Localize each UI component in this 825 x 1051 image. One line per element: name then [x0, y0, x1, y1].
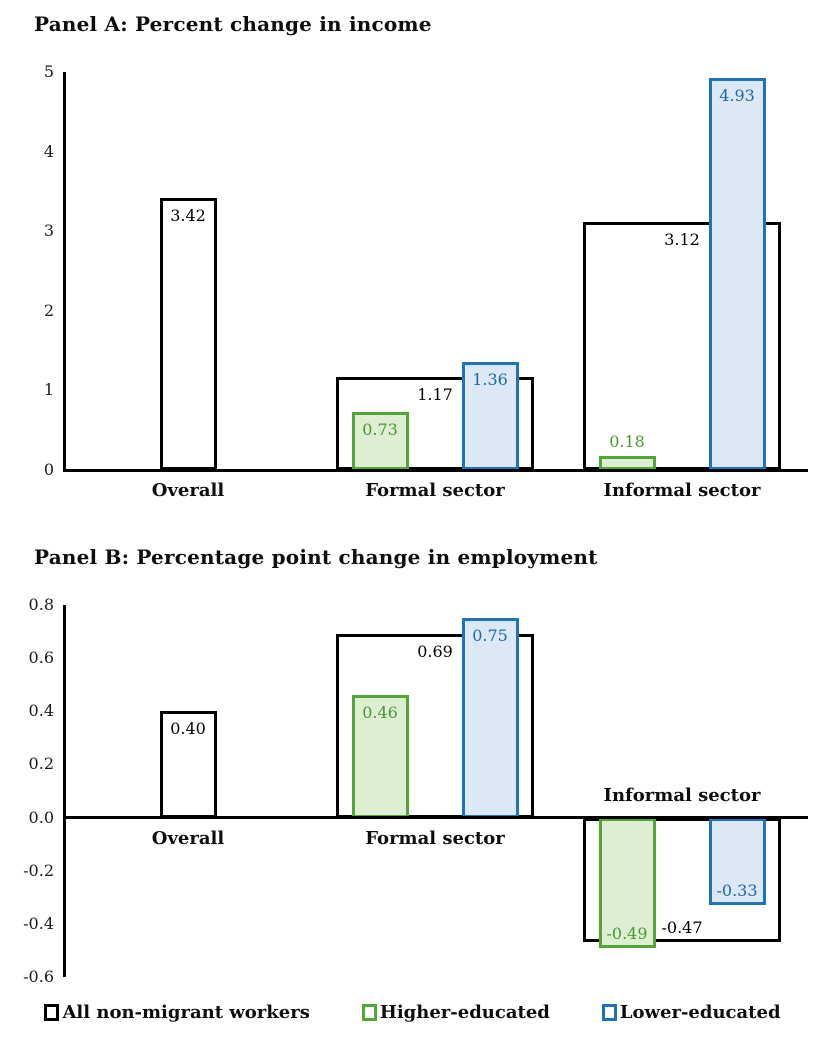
legend-item-lower: Lower-educated [601, 1002, 781, 1023]
value-label-informal-sector-higher: 0.18 [609, 431, 645, 451]
category-label-overall: Overall [151, 827, 225, 849]
y-tick-label: 4 [43, 141, 54, 161]
y-tick-label: -0.6 [23, 967, 54, 986]
y-tick-label: 5 [43, 62, 54, 81]
bar-formal-sector-lower [461, 361, 519, 470]
y-tick-label: 0.4 [28, 701, 54, 721]
value-label-informal-sector-all: -0.47 [661, 918, 703, 938]
legend-label-all: All non-migrant workers [62, 1002, 310, 1023]
category-label-informal-sector: Informal sector [603, 784, 761, 806]
category-label-overall: Overall [151, 480, 225, 501]
legend-label-higher: Higher-educated [379, 1002, 550, 1023]
bar-informal-sector-lower [708, 77, 766, 470]
value-label-informal-sector-higher: -0.49 [606, 923, 648, 943]
y-tick-label: 0 [43, 460, 54, 479]
bar-formal-sector-higher [351, 411, 409, 470]
y-tick-label: -0.4 [23, 913, 54, 933]
bar-formal-sector-lower [461, 618, 519, 818]
value-label-overall-all: 0.40 [170, 719, 206, 739]
y-tick-label: 0.0 [28, 807, 54, 827]
y-tick-label: 0.8 [28, 595, 54, 614]
bar-informal-sector-lower [708, 817, 766, 906]
panel-b-title: Panel B: Percentage point change in empl… [34, 545, 598, 569]
x-axis-line [62, 468, 808, 472]
value-label-informal-sector-lower: 4.93 [719, 85, 755, 105]
category-label-formal-sector: Formal sector [365, 480, 505, 501]
legend: All non-migrant workers Higher-educated … [0, 1002, 825, 1023]
y-axis-line [62, 605, 66, 977]
category-label-formal-sector: Formal sector [365, 827, 505, 849]
value-label-informal-sector-all: 3.12 [664, 229, 700, 249]
category-label-informal-sector: Informal sector [603, 480, 761, 501]
higher-educated-swatch-icon [361, 1004, 377, 1021]
bar-informal-sector-higher [598, 455, 656, 470]
y-tick-label: 2 [43, 300, 54, 320]
value-label-formal-sector-all: 1.17 [417, 384, 453, 404]
legend-item-higher: Higher-educated [361, 1002, 550, 1023]
value-label-formal-sector-higher: 0.46 [362, 703, 398, 723]
bar-overall-all [159, 711, 217, 818]
value-label-formal-sector-all: 0.69 [417, 642, 453, 662]
bar-formal-sector-higher [351, 695, 409, 818]
lower-educated-swatch-icon [601, 1004, 617, 1021]
value-label-overall-all: 3.42 [170, 205, 206, 225]
bar-informal-sector-higher [598, 817, 656, 948]
value-label-formal-sector-higher: 0.73 [362, 419, 398, 439]
legend-item-all: All non-migrant workers [44, 1002, 310, 1023]
y-tick-label: 0.6 [28, 648, 54, 668]
value-label-formal-sector-lower: 1.36 [472, 369, 508, 389]
panel-a-title: Panel A: Percent change in income [34, 12, 432, 36]
y-axis-line [62, 72, 66, 470]
x-axis-line [62, 816, 808, 820]
legend-label-lower: Lower-educated [619, 1002, 781, 1023]
y-tick-label: -0.2 [23, 860, 54, 880]
y-tick-label: 1 [43, 380, 54, 400]
all-workers-swatch-icon [44, 1004, 60, 1021]
y-tick-label: 0.2 [28, 754, 54, 774]
y-tick-label: 3 [43, 221, 54, 241]
bar-overall-all [159, 197, 217, 470]
value-label-formal-sector-lower: 0.75 [472, 626, 508, 646]
value-label-informal-sector-lower: -0.33 [716, 881, 758, 901]
